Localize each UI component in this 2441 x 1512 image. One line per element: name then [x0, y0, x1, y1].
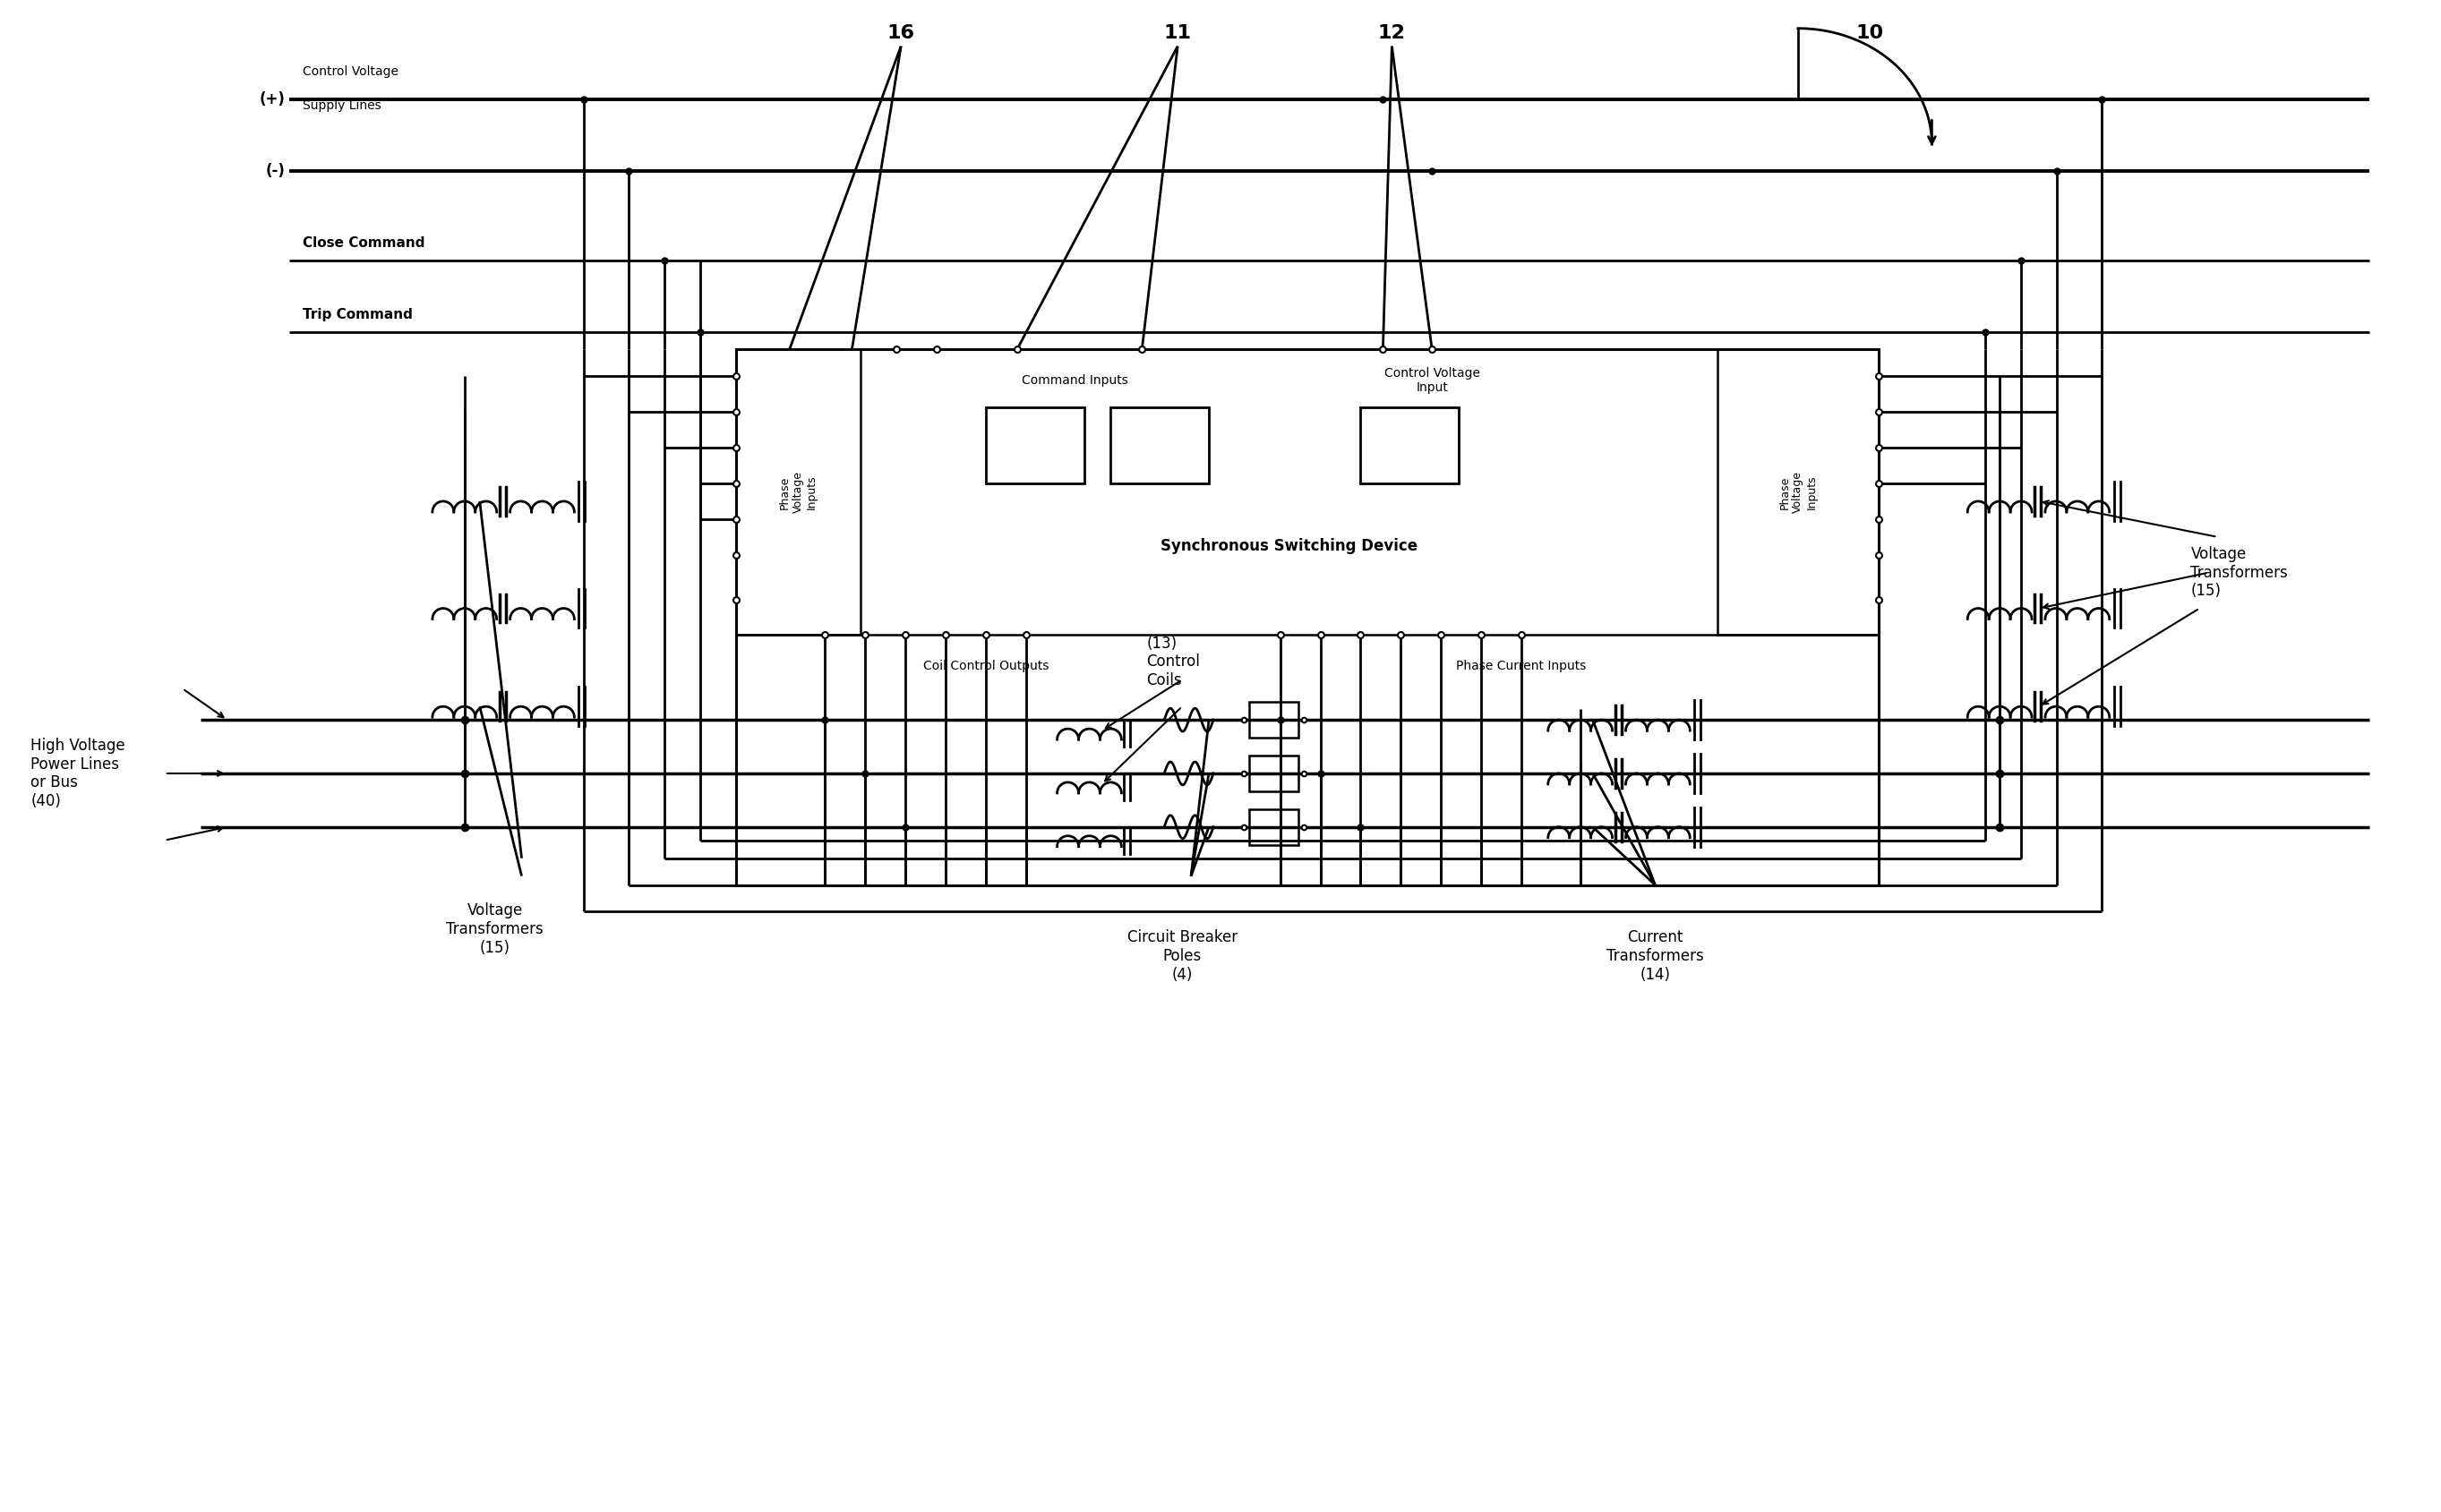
Bar [1250, 809, 1299, 845]
Text: Control Voltage
Input: Control Voltage Input [1384, 367, 1479, 395]
Text: 16: 16 [886, 24, 915, 42]
Bar [1250, 702, 1299, 738]
Bar [1360, 408, 1460, 484]
Text: Phase Current Inputs: Phase Current Inputs [1457, 661, 1587, 673]
Text: (-): (-) [266, 163, 286, 180]
Text: Current
Transformers
(14): Current Transformers (14) [1606, 930, 1704, 983]
Bar [986, 408, 1084, 484]
Text: Close Command: Close Command [303, 236, 425, 249]
Text: 11: 11 [1164, 24, 1191, 42]
Text: 12: 12 [1379, 24, 1406, 42]
Text: Voltage
Transformers
(15): Voltage Transformers (15) [447, 903, 544, 956]
Text: Phase
Voltage
Inputs: Phase Voltage Inputs [779, 472, 818, 514]
Text: Command Inputs: Command Inputs [1023, 375, 1128, 387]
Text: Synchronous Switching Device: Synchronous Switching Device [1159, 538, 1418, 553]
Bar [1111, 408, 1208, 484]
Text: Phase
Voltage
Inputs: Phase Voltage Inputs [1779, 472, 1816, 514]
Text: Coil Control Outputs: Coil Control Outputs [923, 661, 1050, 673]
Text: Voltage
Transformers
(15): Voltage Transformers (15) [2190, 546, 2287, 599]
Text: 10: 10 [1855, 24, 1884, 42]
Text: (+): (+) [259, 92, 286, 107]
Text: High Voltage
Power Lines
or Bus
(40): High Voltage Power Lines or Bus (40) [32, 738, 124, 809]
Text: (13)
Control
Coils: (13) Control Coils [1147, 635, 1201, 688]
Text: Circuit Breaker
Poles
(4): Circuit Breaker Poles (4) [1128, 930, 1238, 983]
Bar [1718, 349, 1877, 635]
Text: Supply Lines: Supply Lines [303, 100, 381, 112]
Bar [735, 349, 1877, 885]
Bar [1250, 756, 1299, 791]
Text: Control Voltage: Control Voltage [303, 65, 398, 77]
Text: Trip Command: Trip Command [303, 307, 413, 321]
Bar [735, 349, 862, 635]
